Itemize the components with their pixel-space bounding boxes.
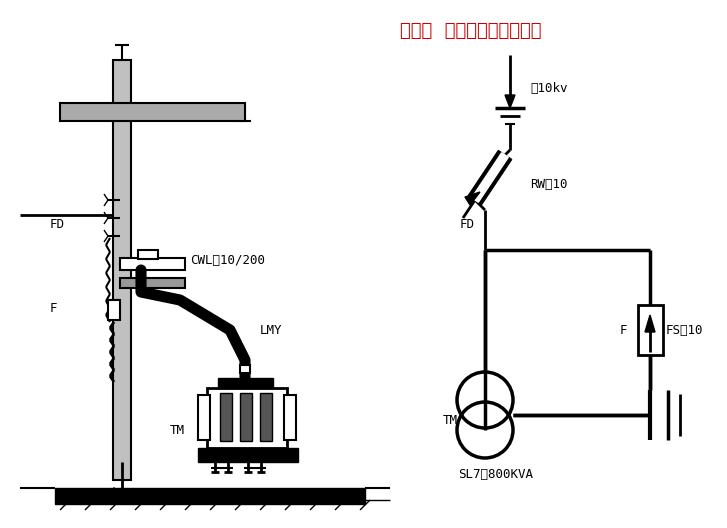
Text: ～10kv: ～10kv bbox=[530, 81, 568, 95]
Bar bbox=[120, 258, 185, 270]
Bar bbox=[220, 393, 232, 441]
Bar bbox=[207, 388, 287, 448]
Text: TM: TM bbox=[170, 423, 185, 437]
Polygon shape bbox=[472, 153, 508, 202]
Text: 第一节  施工图常用图形符号: 第一节 施工图常用图形符号 bbox=[400, 22, 542, 40]
Bar bbox=[260, 393, 272, 441]
Bar bbox=[55, 488, 365, 504]
Bar bbox=[120, 278, 185, 288]
Text: CWL－10/200: CWL－10/200 bbox=[190, 253, 265, 267]
Polygon shape bbox=[465, 192, 480, 205]
Text: TM: TM bbox=[443, 413, 458, 427]
Bar bbox=[113, 60, 131, 480]
Bar bbox=[240, 365, 250, 373]
Bar bbox=[138, 250, 158, 259]
Text: LMY: LMY bbox=[260, 324, 283, 336]
Bar bbox=[198, 448, 298, 462]
Bar bbox=[198, 395, 210, 440]
Bar bbox=[240, 393, 252, 441]
Text: FS－10: FS－10 bbox=[666, 324, 704, 336]
Polygon shape bbox=[505, 95, 515, 108]
Text: SL7－800KVA: SL7－800KVA bbox=[458, 468, 533, 482]
Text: RW－10: RW－10 bbox=[530, 178, 568, 192]
Bar bbox=[218, 378, 273, 388]
Text: FD: FD bbox=[460, 219, 475, 231]
Bar bbox=[60, 103, 245, 121]
Polygon shape bbox=[645, 315, 655, 332]
Text: FD: FD bbox=[50, 219, 65, 231]
Bar bbox=[108, 300, 120, 320]
Text: F: F bbox=[620, 324, 627, 336]
Polygon shape bbox=[468, 150, 512, 204]
Text: F: F bbox=[50, 301, 57, 315]
Bar bbox=[284, 395, 296, 440]
Bar bbox=[638, 305, 663, 355]
